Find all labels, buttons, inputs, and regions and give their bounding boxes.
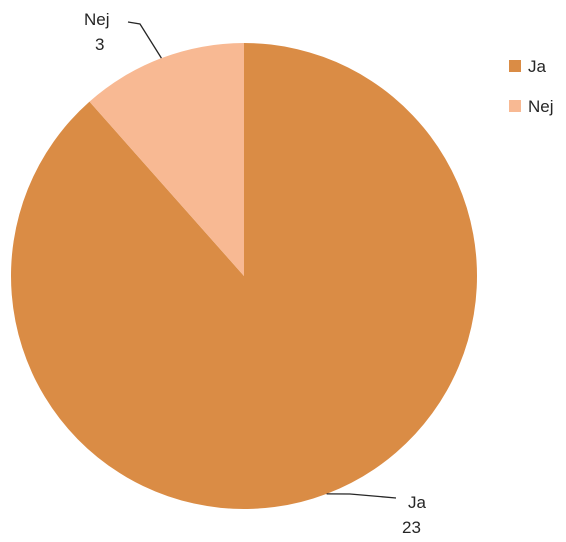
pie-slice-nej xyxy=(89,43,245,276)
leader-line-nej xyxy=(127,21,162,59)
legend-swatch-nej xyxy=(509,100,521,112)
legend-label-ja: Ja xyxy=(528,57,547,76)
legend-swatch-ja xyxy=(509,60,521,72)
data-label-nej-value: 3 xyxy=(95,35,104,54)
data-label-ja-category: Ja xyxy=(408,493,427,512)
legend: Ja Nej xyxy=(509,57,554,116)
legend-label-nej: Nej xyxy=(528,97,554,116)
data-label-ja-value: 23 xyxy=(402,518,421,537)
pie-slice-ja xyxy=(11,43,478,509)
pie-slices xyxy=(11,43,478,509)
leader-lines xyxy=(127,21,397,499)
data-label-nej-category: Nej xyxy=(84,10,110,29)
leader-line-ja xyxy=(326,493,397,499)
